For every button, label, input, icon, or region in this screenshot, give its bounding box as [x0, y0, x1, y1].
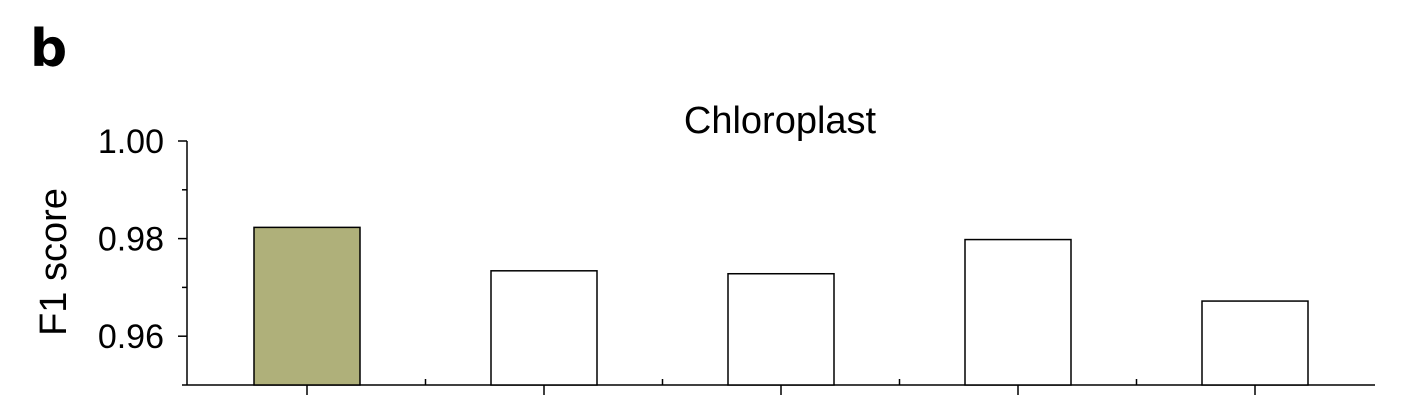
- bars: [253, 226, 1309, 386]
- bar: [490, 270, 598, 386]
- y-tick-label: 0.96: [98, 318, 164, 356]
- bar: [727, 272, 835, 386]
- y-axis-label: F1 score: [33, 188, 75, 336]
- bar: [253, 226, 361, 386]
- panel-label: b: [30, 19, 67, 79]
- chart-title: Chloroplast: [684, 100, 877, 142]
- y-tick-label: 1.00: [98, 123, 164, 161]
- x-ticks: [306, 379, 1256, 395]
- y-tick-label: 0.98: [98, 221, 164, 259]
- bar: [1201, 300, 1309, 386]
- y-ticks: 0.96 0.98 1.00: [98, 123, 187, 386]
- bar: [964, 238, 1072, 386]
